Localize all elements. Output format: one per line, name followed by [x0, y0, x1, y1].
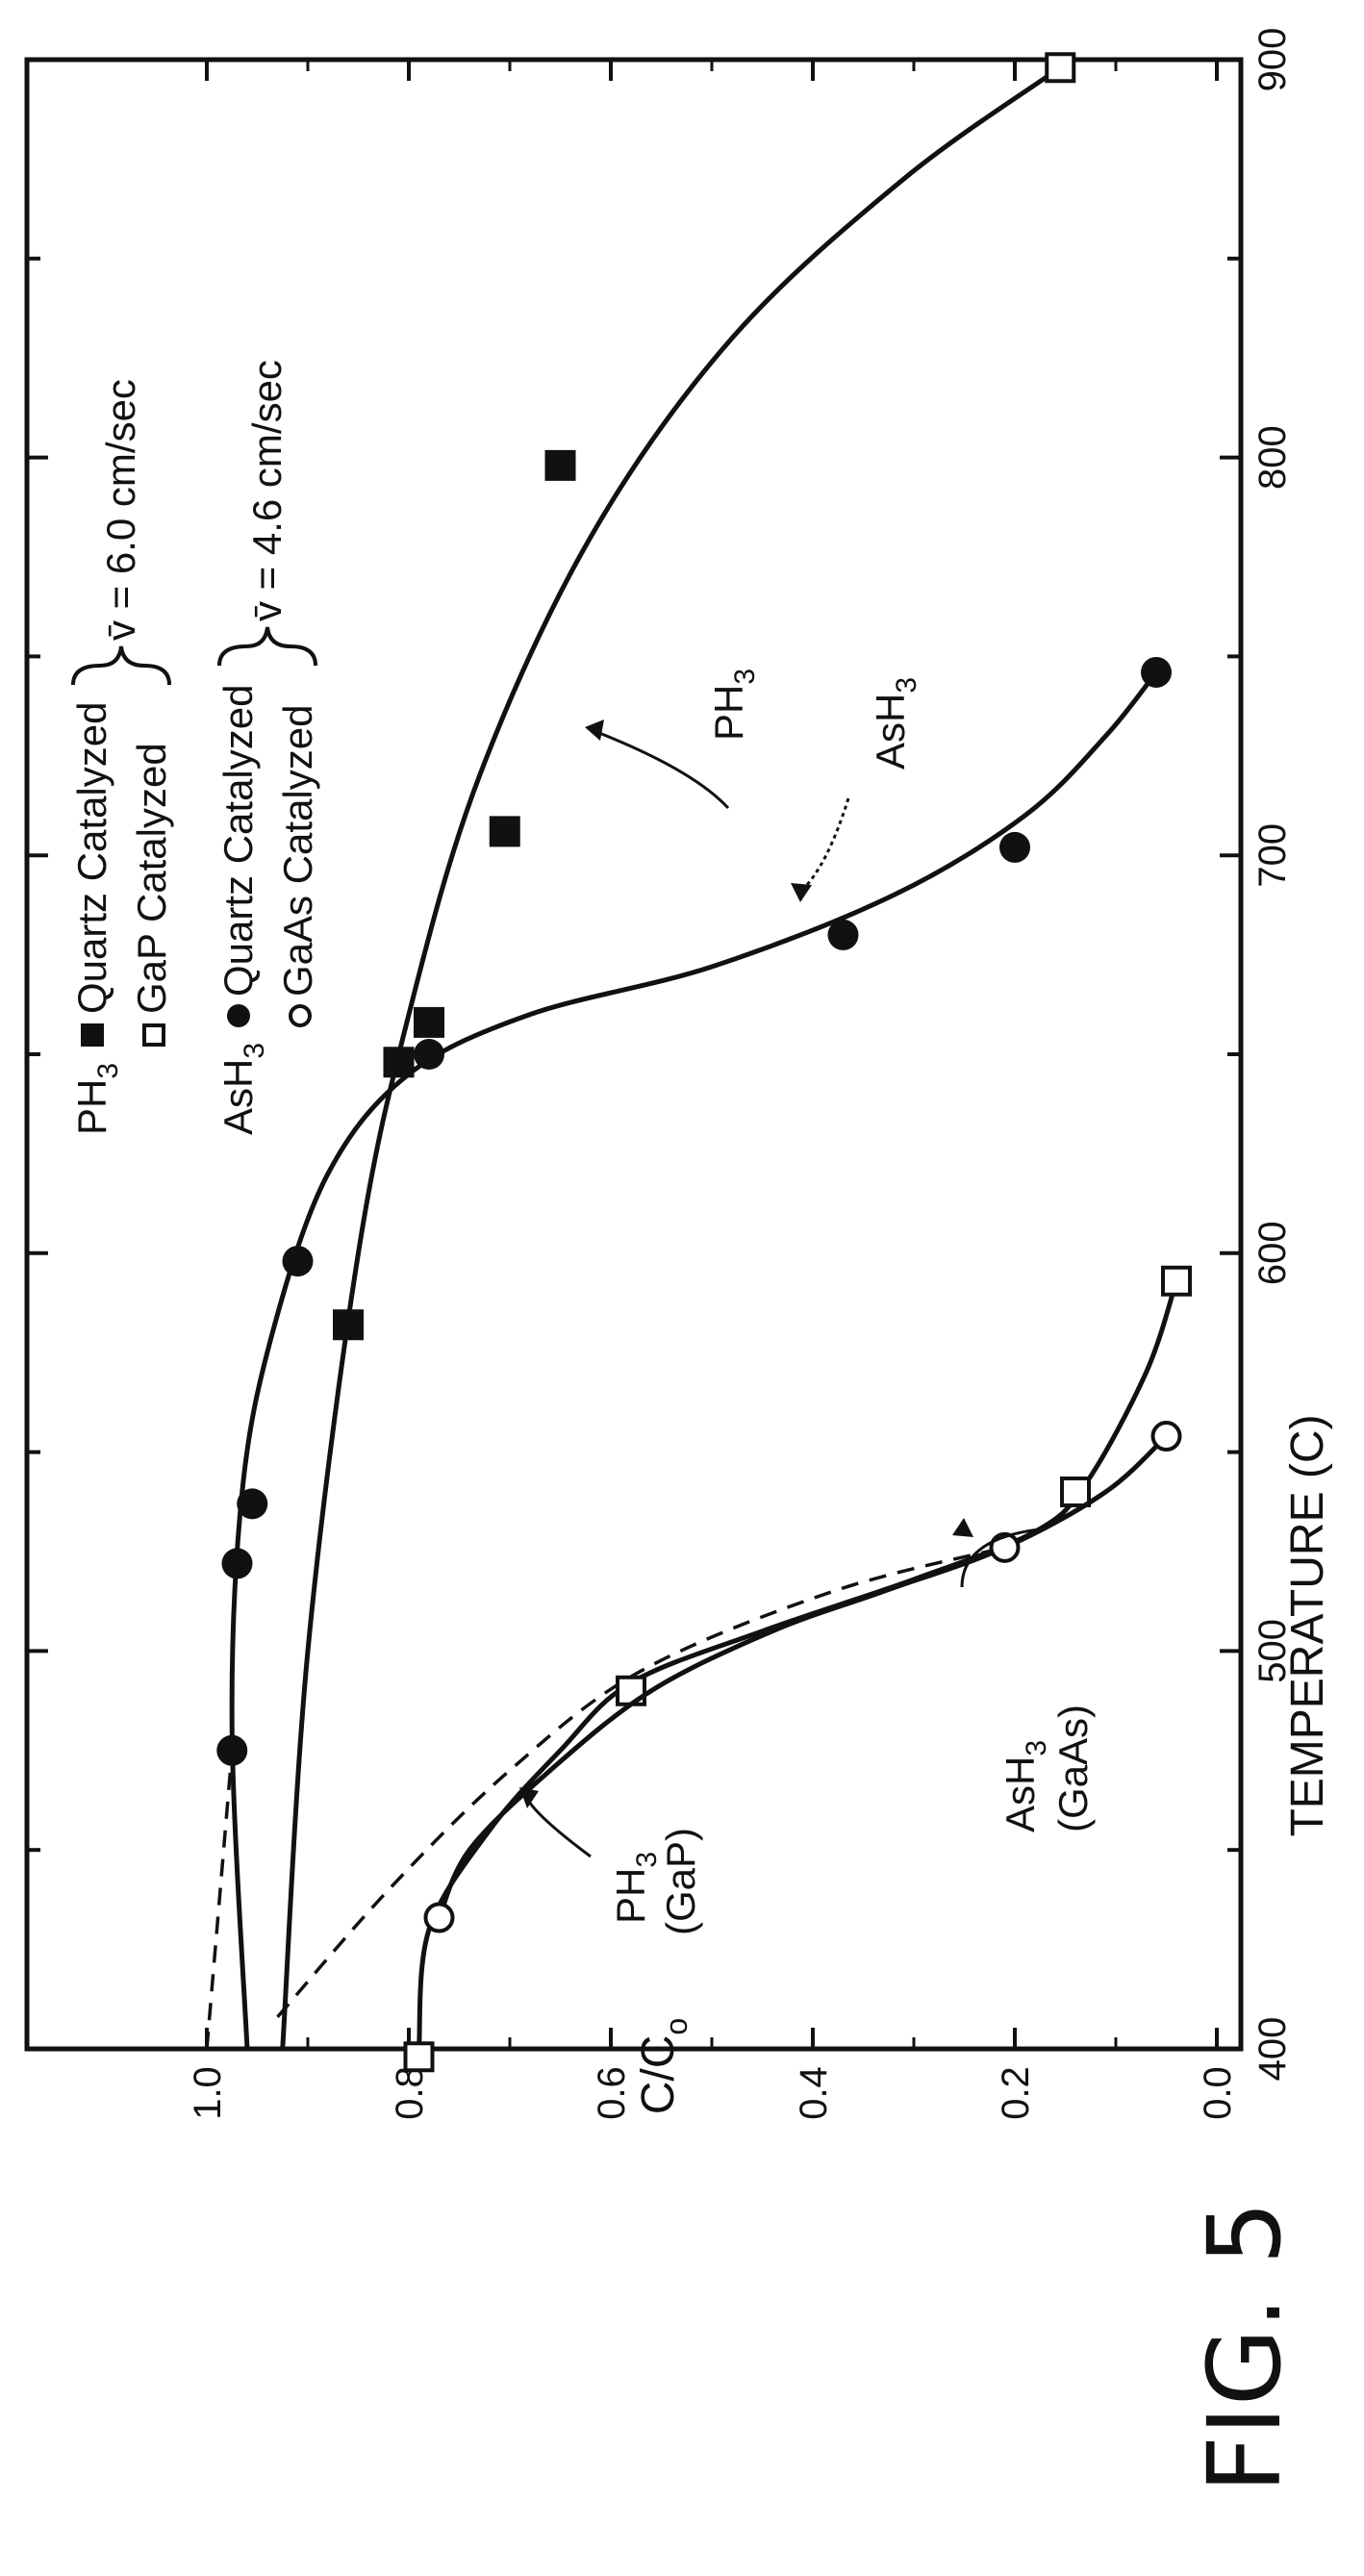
data-point-ash3-quartz-catalyzed [282, 1246, 314, 1277]
annotation-ash3-gaas-line1: AsH [998, 1756, 1043, 1832]
data-point-ph3-gap-catalyzed [1060, 1476, 1091, 1507]
data-point-ash3-quartz-catalyzed [414, 1039, 444, 1070]
legend-ash3-velocity: v̄ = 4.6 cm/sec [244, 360, 290, 621]
legend-open-circle-marker [289, 1004, 312, 1027]
dashed-line-1 [205, 1750, 234, 2050]
annotation-ash3-gaas-sub: 3 [1021, 1740, 1052, 1756]
data-point-ph3-quartz-catalyzed [544, 449, 576, 481]
annotation-ph3-gap-leader [525, 1798, 592, 1858]
data-point-ash3-quartz-catalyzed [827, 919, 859, 950]
data-point-ash3-gaas-catalyzed [1150, 1421, 1182, 1452]
legend-open-square-marker [142, 1023, 165, 1047]
data-point-ph3-gap-catalyzed [403, 2041, 435, 2073]
annotation-ash3: AsH3 [791, 677, 922, 902]
series-curve-ash3-gaas-catalyzed [437, 1434, 1169, 1919]
x-tick-label: 700 [1251, 823, 1294, 888]
x-tick-label: 600 [1251, 1221, 1294, 1285]
legend-ash3-label: AsH [215, 1059, 261, 1135]
annotation-ash3-gaas-line2: (GaAs) [1050, 1705, 1096, 1832]
annotation-ph3-arrow [585, 720, 604, 741]
y-tick-label: 0.0 [1197, 2066, 1239, 2120]
legend-ash3-brace [217, 626, 317, 667]
legend-ash3-quartz: Quartz Catalyzed [215, 685, 261, 997]
svg-text:PH3: PH3 [608, 1852, 663, 1924]
annotation-ph3-gap-sub: 3 [631, 1852, 663, 1868]
data-point-ash3-gaas-catalyzed [423, 1902, 455, 1933]
legend-ph3-sub: 3 [92, 1063, 124, 1079]
y-tick-label: 0.6 [591, 2066, 633, 2120]
series-curve-ph3-gap-catalyzed [417, 1279, 1179, 2050]
legend-ph3-quartz: Quartz Catalyzed [69, 702, 114, 1014]
annotation-ash3-sub: 3 [891, 677, 922, 694]
annotation-ash3-gaas-arrow [952, 1518, 973, 1537]
svg-text:AsH3: AsH3 [998, 1740, 1052, 1832]
dashed-line-2 [276, 1546, 1005, 2019]
legend-filled-square-marker [81, 1023, 104, 1047]
y-axis-label: C/Co [633, 2018, 694, 2114]
series-curve-ash3-quartz-catalyzed [229, 670, 1158, 2050]
data-point-ash3-quartz-catalyzed [221, 1548, 253, 1579]
data-point-ash3-quartz-catalyzed [1141, 656, 1172, 688]
legend-filled-circle-marker [227, 1004, 250, 1027]
data-point-ash3-quartz-catalyzed [216, 1734, 248, 1766]
data-point-ph3-quartz-catalyzed [489, 816, 520, 847]
x-tick-label: 800 [1251, 425, 1294, 490]
annotation-ph3-gap-line1: PH [608, 1868, 653, 1924]
y-tick-label: 0.4 [793, 2066, 835, 2120]
svg-text:AsH3: AsH3 [868, 677, 922, 770]
legend-ph3-group: PH3 Quartz Catalyzed GaP Catalyzed v̄ = … [69, 379, 174, 1135]
legend-ph3-velocity: v̄ = 6.0 cm/sec [98, 379, 143, 641]
annotation-ph3-gap: PH3 (GaP) [519, 1787, 703, 1935]
annotation-ash3-arrow [791, 883, 812, 902]
x-axis-label: TEMPERATURE (C) [1282, 1414, 1333, 1836]
legend-ph3-gap: GaP Catalyzed [129, 743, 174, 1014]
legend-ash3-group: AsH3 Quartz Catalyzed GaAs Catalyzed v̄ … [215, 360, 320, 1135]
legend-ph3-label: PH [69, 1079, 114, 1135]
annotation-ash3-gaas-leader [960, 1528, 1040, 1588]
svg-text:PH3: PH3 [69, 1063, 124, 1135]
y-tick-label: 1.0 [187, 2066, 229, 2120]
data-point-ph3-quartz-catalyzed [414, 1006, 444, 1038]
data-point-ph3-quartz-catalyzed [383, 1047, 415, 1078]
x-tick-label: 500 [1251, 1619, 1294, 1683]
legend-ph3-brace [71, 645, 171, 686]
annotation-ph3-leader [594, 729, 730, 810]
y-tick-label: 0.2 [995, 2066, 1037, 2120]
annotation-ph3-gap-line2: (GaP) [658, 1828, 703, 1935]
svg-text:C/Co: C/Co [633, 2018, 694, 2114]
data-point-ash3-quartz-catalyzed [237, 1488, 268, 1520]
y-axis-label-sub: o [659, 2018, 694, 2035]
annotation-ph3-text: PH [706, 685, 751, 741]
legend-ash3-gaas: GaAs Catalyzed [275, 705, 320, 997]
y-axis-label-main: C/C [633, 2035, 684, 2115]
legend-ash3-sub: 3 [239, 1043, 270, 1059]
annotation-ph3-gap-arrow [519, 1787, 539, 1808]
svg-text:AsH3: AsH3 [215, 1043, 270, 1135]
data-point-ph3-quartz-catalyzed [333, 1309, 364, 1341]
annotation-ash3-leader [800, 797, 850, 892]
annotation-ash3-gaas: AsH3 (GaAs) [952, 1518, 1096, 1832]
x-tick-label: 400 [1251, 2017, 1294, 2082]
data-point-ph3-gap-catalyzed [1161, 1265, 1192, 1297]
annotation-ash3-text: AsH [868, 694, 913, 770]
data-point-ph3-gap-catalyzed [1045, 52, 1076, 84]
annotation-ph3-sub: 3 [729, 669, 761, 685]
series-curve-ph3-quartz-catalyzed [280, 65, 1062, 2050]
legend: PH3 Quartz Catalyzed GaP Catalyzed v̄ = … [69, 360, 320, 1135]
data-point-ash3-quartz-catalyzed [999, 831, 1030, 863]
svg-text:PH3: PH3 [706, 669, 761, 741]
y-tick-label: 0.8 [389, 2066, 431, 2120]
annotation-ph3: PH3 [585, 669, 761, 810]
figure-label: FIG. 5 [1186, 2201, 1303, 2492]
x-tick-label: 900 [1251, 28, 1294, 92]
